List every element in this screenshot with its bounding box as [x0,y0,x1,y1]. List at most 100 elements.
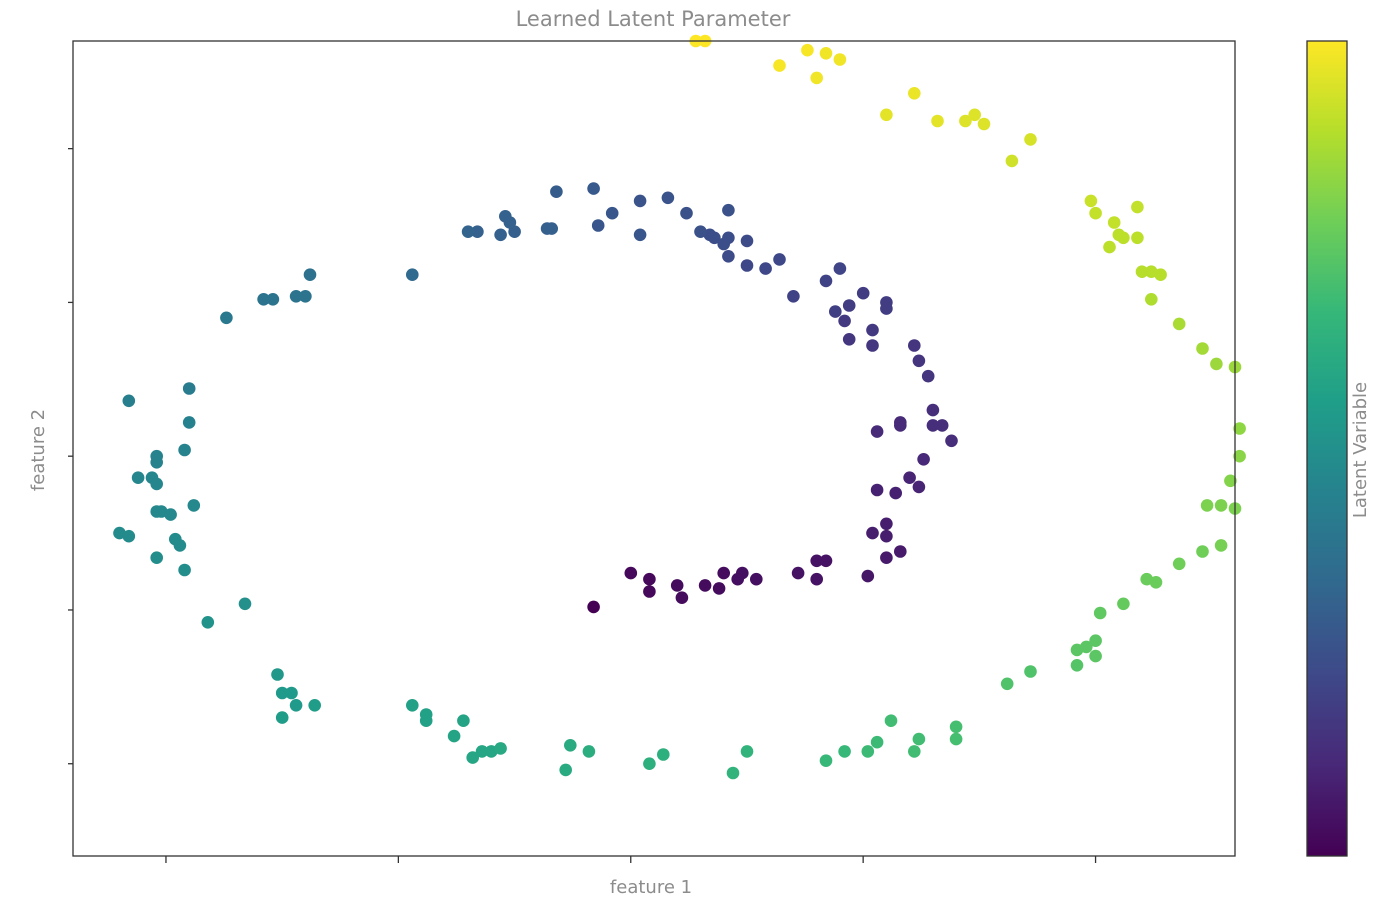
data-point-91 [150,477,163,491]
data-point-120 [559,763,572,777]
data-point-2 [643,572,656,586]
data-point-14 [810,554,823,568]
data-point-45 [829,305,842,318]
data-point-128 [861,745,875,758]
data-point-124 [726,766,740,780]
data-point-50 [759,262,772,275]
data-point-58 [722,203,735,217]
data-point-61 [661,191,675,205]
data-point-11 [750,572,763,586]
data-point-26 [917,453,930,466]
data-point-22 [870,483,884,497]
data-point-56 [722,231,735,245]
data-point-32 [945,434,958,448]
data-point-35 [912,354,926,368]
data-point-25 [912,480,926,494]
data-point-67 [550,185,563,198]
data-point-140 [1089,634,1102,647]
data-point-133 [949,732,963,746]
data-point-16 [861,569,875,583]
data-point-116 [475,745,489,758]
data-point-180 [833,53,847,66]
data-point-60 [680,206,693,220]
data-point-152 [1224,474,1237,488]
data-point-49 [773,253,786,266]
data-point-81 [257,293,270,306]
data-point-153 [1233,449,1246,463]
data-point-166 [1112,228,1126,242]
data-point-159 [1145,293,1158,306]
data-point-173 [977,117,991,131]
data-point-23 [889,486,902,500]
data-point-178 [908,87,921,100]
data-point-53 [722,249,735,263]
data-point-107 [289,699,303,712]
data-point-162 [1135,265,1149,279]
data-point-141 [1089,649,1102,663]
data-point-34 [921,369,935,383]
data-point-147 [1196,545,1209,558]
data-point-118 [494,742,507,755]
data-point-62 [633,194,647,208]
data-point-134 [949,720,963,734]
data-point-161 [1145,265,1158,279]
data-point-139 [1070,643,1084,657]
data-point-174 [968,108,981,122]
data-point-102 [238,597,252,611]
data-point-101 [178,563,191,577]
data-point-80 [266,293,280,306]
data-point-88 [150,456,163,469]
data-point-176 [931,114,944,128]
points-layer [113,34,1246,780]
data-point-59 [694,225,707,238]
data-point-77 [303,268,317,282]
data-point-66 [587,182,600,195]
data-point-46 [787,290,800,303]
data-point-36 [908,339,921,352]
data-point-132 [912,732,926,746]
data-point-100 [150,551,163,564]
data-point-44 [842,299,856,312]
data-point-17 [880,551,893,564]
data-point-156 [1210,357,1223,371]
data-point-75 [461,225,475,238]
data-point-20 [880,529,893,543]
data-point-136 [1024,665,1037,678]
data-point-43 [856,286,870,300]
data-point-157 [1196,342,1209,355]
data-point-47 [819,274,833,288]
data-point-119 [564,739,577,752]
data-point-127 [838,745,851,758]
data-point-95 [187,499,201,512]
data-point-73 [494,228,507,242]
data-point-165 [1103,240,1116,254]
data-point-168 [1107,216,1121,229]
data-point-126 [819,754,833,767]
data-point-51 [740,259,754,272]
data-point-38 [842,333,856,346]
data-point-94 [164,508,177,521]
data-point-169 [1131,200,1144,214]
data-point-39 [838,314,851,328]
data-point-89 [131,471,145,485]
x-axis-label: feature 1 [610,877,692,898]
data-point-115 [466,751,480,764]
data-point-64 [605,206,619,220]
y-axis-label: feature 2 [28,409,49,491]
data-point-114 [447,729,461,743]
data-point-171 [1005,154,1019,168]
data-point-148 [1214,539,1228,552]
data-point-146 [1172,557,1186,571]
data-point-76 [406,268,419,282]
data-point-181 [819,47,833,60]
data-point-37 [866,339,879,352]
data-point-154 [1233,422,1246,435]
axis-ticks [68,147,1097,863]
data-point-42 [880,302,893,315]
data-point-172 [1024,133,1037,146]
chart-title: Learned Latent Parameter [516,7,791,31]
data-point-13 [810,572,823,586]
data-point-69 [540,222,554,235]
data-point-167 [1089,206,1102,220]
